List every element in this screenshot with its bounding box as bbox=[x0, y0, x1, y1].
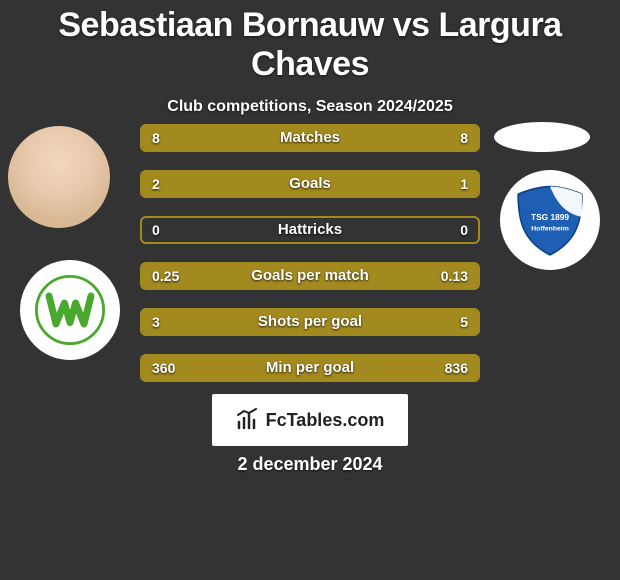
stat-value-right: 0.13 bbox=[441, 264, 468, 288]
bar-left bbox=[142, 310, 270, 334]
stat-row: 3 Shots per goal 5 bbox=[140, 308, 480, 336]
stat-label: Shots per goal bbox=[258, 310, 362, 334]
wolfsburg-icon bbox=[35, 275, 105, 345]
svg-text:TSG 1899: TSG 1899 bbox=[531, 212, 569, 222]
stat-value-left: 8 bbox=[152, 126, 160, 150]
stat-value-right: 0 bbox=[460, 218, 468, 242]
chart-icon bbox=[236, 408, 260, 432]
svg-text:Hoffenheim: Hoffenheim bbox=[531, 226, 569, 233]
stat-value-left: 0 bbox=[152, 218, 160, 242]
stats-table: 8 Matches 8 2 Goals 1 0 Hattricks 0 0.25 Goals per… bbox=[140, 124, 480, 400]
page-subtitle: Club competitions, Season 2024/2025 bbox=[0, 98, 620, 116]
stat-row: 360 Min per goal 836 bbox=[140, 354, 480, 382]
stat-label: Matches bbox=[280, 126, 340, 150]
stat-row: 8 Matches 8 bbox=[140, 124, 480, 152]
stat-value-right: 836 bbox=[445, 356, 468, 380]
stat-row: 2 Goals 1 bbox=[140, 170, 480, 198]
stat-row: 0 Hattricks 0 bbox=[140, 216, 480, 244]
stat-value-left: 360 bbox=[152, 356, 175, 380]
stat-value-left: 2 bbox=[152, 172, 160, 196]
player-right-avatar bbox=[494, 122, 590, 152]
club-left-logo bbox=[20, 260, 120, 360]
stat-label: Hattricks bbox=[278, 218, 342, 242]
stat-label: Min per goal bbox=[266, 356, 354, 380]
date-label: 2 december 2024 bbox=[0, 454, 620, 475]
stat-label: Goals bbox=[289, 172, 331, 196]
club-right-logo: TSG 1899 Hoffenheim bbox=[500, 170, 600, 270]
player-left-avatar bbox=[8, 126, 110, 228]
stat-row: 0.25 Goals per match 0.13 bbox=[140, 262, 480, 290]
brand-text: FcTables.com bbox=[266, 410, 385, 431]
stat-value-right: 5 bbox=[460, 310, 468, 334]
stat-value-right: 1 bbox=[460, 172, 468, 196]
stat-value-left: 3 bbox=[152, 310, 160, 334]
stat-value-left: 0.25 bbox=[152, 264, 179, 288]
page-title: Sebastiaan Bornauw vs Largura Chaves bbox=[0, 0, 620, 84]
brand-badge: FcTables.com bbox=[212, 394, 408, 446]
stat-value-right: 8 bbox=[460, 126, 468, 150]
hoffenheim-icon: TSG 1899 Hoffenheim bbox=[512, 182, 588, 258]
stat-label: Goals per match bbox=[251, 264, 369, 288]
